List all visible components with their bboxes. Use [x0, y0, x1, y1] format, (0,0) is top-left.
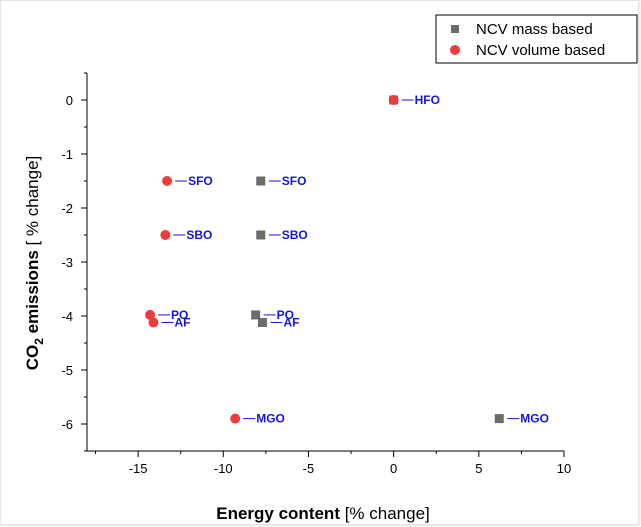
data-point-square	[494, 414, 504, 424]
data-point-square	[256, 230, 266, 240]
axes	[86, 73, 564, 452]
point-label: PO	[277, 308, 294, 322]
x-tick-label: -10	[214, 461, 233, 476]
x-axis-title: Energy content [% change]	[216, 504, 430, 523]
y-axis-title: CO2 emissions [ % change]	[23, 156, 46, 371]
point-label: AF	[174, 315, 190, 329]
y-tick-label: -6	[61, 417, 73, 432]
y-tick-label: -5	[61, 363, 73, 378]
y-tick-label: -1	[61, 147, 73, 162]
data-point-circle	[160, 230, 171, 240]
point-label: SBO	[282, 228, 308, 242]
data-point-square	[251, 310, 261, 320]
data-point-circle	[145, 309, 156, 320]
point-label: HFO	[415, 93, 440, 107]
y-axis-title-co: CO	[23, 345, 42, 371]
legend-square-marker	[451, 25, 459, 33]
data-point-square	[256, 176, 266, 186]
y-tick-label: -3	[61, 255, 73, 270]
x-tick-label: 10	[557, 461, 571, 476]
point-label: SFO	[188, 174, 213, 188]
data-point-circle	[388, 95, 399, 105]
data-point-circle	[230, 413, 241, 424]
legend-label-mass: NCV mass based	[476, 21, 593, 38]
legend: NCV mass based NCV volume based	[435, 14, 638, 64]
point-label: SBO	[186, 228, 212, 242]
y-axis-title-rest: [ % change]	[23, 156, 42, 251]
x-axis-title-rest: [% change]	[340, 504, 430, 523]
x-tick-label: -5	[303, 461, 315, 476]
x-tick-label: -15	[129, 461, 148, 476]
y-tick-label: 0	[66, 93, 73, 108]
point-label: PO	[171, 308, 188, 322]
data-point-circle	[162, 176, 173, 186]
x-tick-label: 0	[390, 461, 397, 476]
ticks: -15 -10 -5 0 5 10 0 -1 -2 -3 -4 -5 -6	[61, 72, 571, 476]
y-axis-title-emissions: emissions	[23, 250, 42, 338]
legend-box	[435, 14, 638, 64]
y-axis-title-subscript: 2	[32, 338, 46, 345]
y-tick-label: -4	[61, 309, 73, 324]
data-point-circle	[148, 317, 159, 328]
data-point-square	[257, 317, 267, 327]
point-label: SFO	[282, 174, 307, 188]
legend-label-volume: NCV volume based	[476, 42, 605, 59]
point-label: MGO	[256, 412, 285, 426]
x-axis-title-bold: Energy content	[216, 504, 340, 523]
point-label: MGO	[520, 412, 549, 426]
y-tick-label: -2	[61, 201, 73, 216]
point-label: AF	[283, 315, 299, 329]
x-tick-label: 5	[475, 461, 482, 476]
legend-circle-marker	[450, 45, 460, 55]
